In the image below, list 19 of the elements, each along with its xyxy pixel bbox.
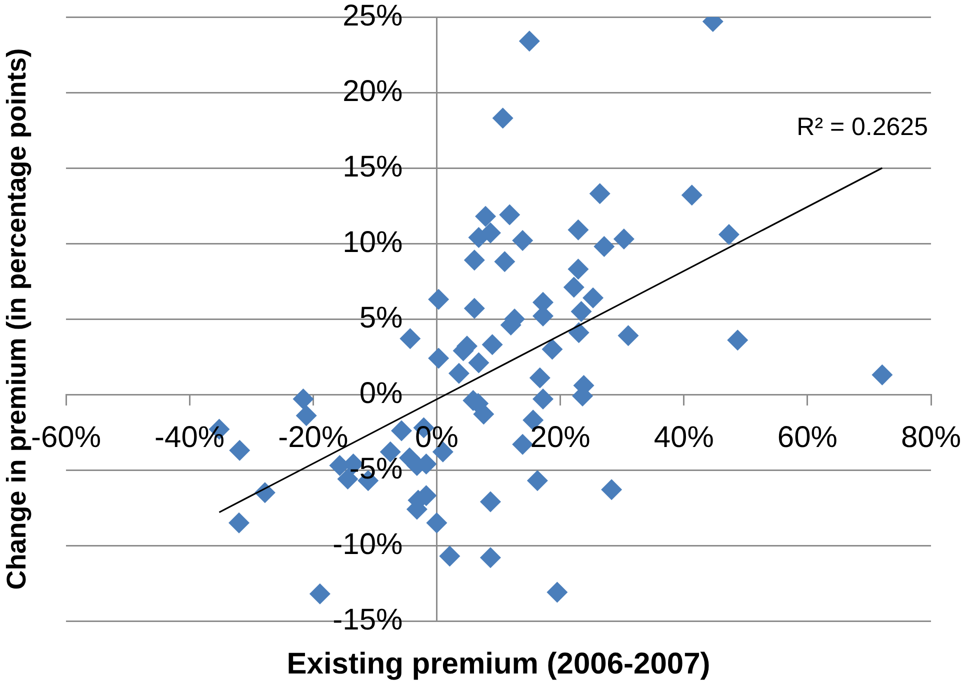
x-tick-label: -20% <box>278 420 348 454</box>
x-tick-label: 80% <box>900 420 962 454</box>
y-tick-label: 0% <box>359 376 403 410</box>
y-tick-label: 15% <box>342 150 403 184</box>
x-tick-label: -60% <box>30 420 102 454</box>
annotation: R² = 0.2625 <box>796 112 928 141</box>
y-tick-label: -15% <box>332 603 403 636</box>
y-tick-label: -10% <box>332 528 403 561</box>
y-tick-label: 20% <box>342 74 403 108</box>
y-tick-label: 25% <box>342 0 403 32</box>
x-axis-title: Existing premium (2006-2007) <box>286 647 710 680</box>
x-tick-label: 60% <box>777 420 838 454</box>
y-tick-label: 5% <box>359 301 403 334</box>
y-axis-title: Change in premium (in percentage points) <box>1 48 32 590</box>
x-tick-label: 40% <box>654 420 714 454</box>
x-tick-label: 20% <box>530 420 590 454</box>
x-tick-label: -40% <box>154 420 225 454</box>
y-tick-label: 10% <box>342 226 403 259</box>
x-tick-label: 0% <box>415 420 458 454</box>
